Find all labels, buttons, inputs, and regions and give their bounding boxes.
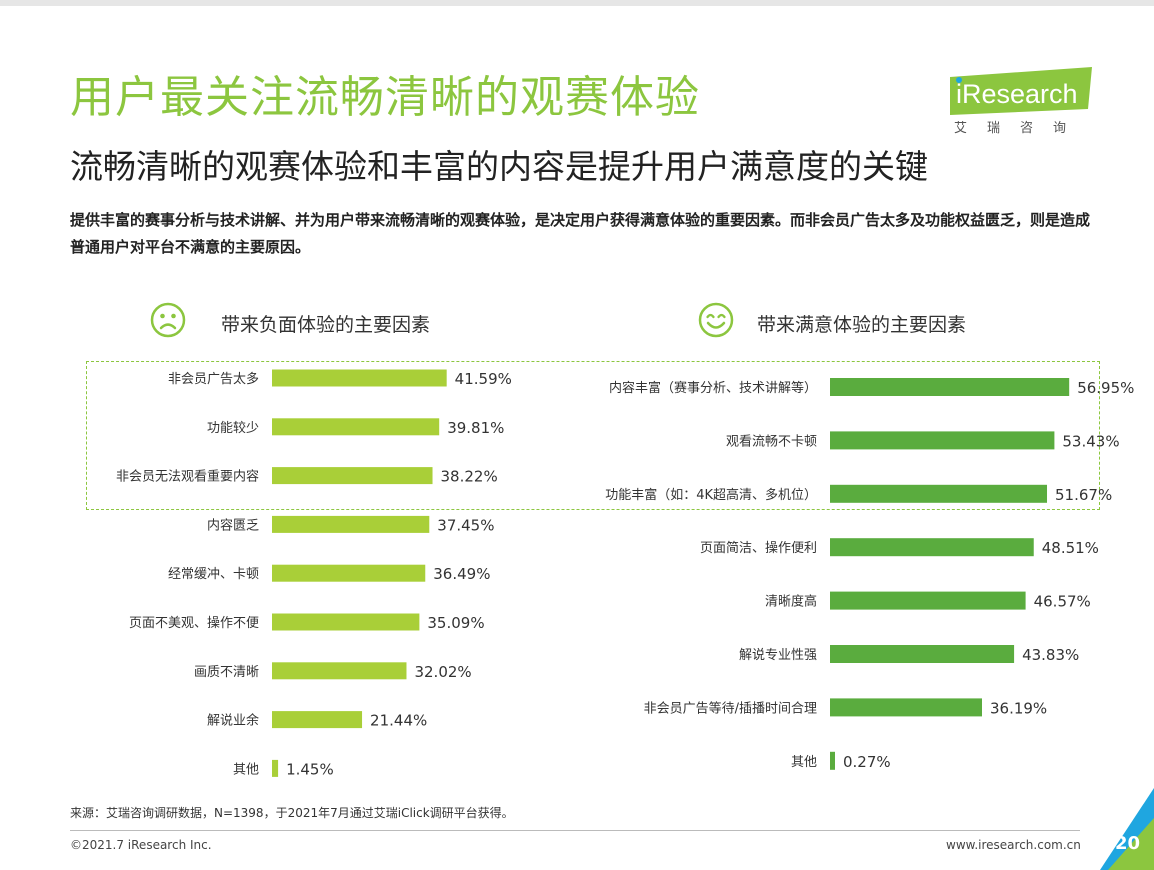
positive-bar-5 [830, 591, 1026, 610]
positive-value-label: 43.83% [1022, 646, 1079, 664]
negative-bar-4 [272, 515, 430, 533]
footer-divider [70, 830, 1080, 831]
page-subtitle: 流畅清晰的观赛体验和丰富的内容是提升用户满意度的关键 [70, 147, 928, 186]
positive-bar-8 [830, 751, 835, 770]
negative-category-label: 画质不清晰 [194, 665, 259, 680]
negative-bar-7 [272, 662, 407, 680]
positive-bar-1 [830, 378, 1070, 396]
positive-category-label: 功能丰富（如：4K超高清、多机位） [605, 487, 817, 503]
positive-category-label: 页面简洁、操作便利 [700, 540, 817, 556]
right-panel-title: 带来满意体验的主要因素 [757, 314, 967, 336]
website-link[interactable]: www.iresearch.com.cn [946, 838, 1081, 852]
negative-bar-9 [272, 759, 279, 777]
negative-category-label: 其他 [233, 762, 259, 777]
copyright: ©2021.7 iResearch Inc. [70, 838, 212, 852]
negative-category-label: 功能较少 [207, 421, 259, 436]
negative-bar-1 [272, 369, 447, 387]
negative-value-label: 21.44% [370, 712, 427, 730]
positive-bar-7 [830, 698, 982, 717]
positive-value-label: 46.57% [1034, 593, 1091, 611]
positive-value-label: 56.95% [1077, 379, 1134, 397]
source-note: 来源：艾瑞咨询调研数据，N=1398，于2021年7月通过艾瑞iClick调研平… [70, 806, 514, 820]
positive-category-label: 观看流畅不卡顿 [726, 433, 817, 449]
negative-bar-2 [272, 418, 440, 436]
negative-value-label: 1.45% [286, 760, 334, 778]
positive-bar-3 [830, 484, 1048, 503]
positive-category-label: 非会员广告等待/插播时间合理 [644, 700, 817, 716]
negative-category-label: 内容匮乏 [207, 517, 259, 533]
negative-category-label: 解说业余 [207, 713, 259, 729]
positive-category-label: 清晰度高 [765, 594, 817, 610]
page-title: 用户最关注流畅清晰的观赛体验 [70, 72, 700, 123]
negative-category-label: 非会员无法观看重要内容 [116, 469, 259, 485]
positive-factors-chart: 内容丰富（赛事分析、技术讲解等） 56.95% 观看流畅不卡顿 53.43% 功能丰富（… [605, 378, 1134, 771]
negative-value-label: 39.81% [447, 419, 504, 437]
negative-factors-chart: 非会员广告太多 41.59% 功能较少 39.81% 非会员无法观看重要内容 38.22%… [116, 369, 512, 778]
positive-category-label: 解说专业性强 [739, 648, 817, 663]
top3-highlight-box [86, 361, 1100, 510]
negative-category-label: 页面不美观、操作不便 [129, 615, 259, 631]
negative-bar-6 [272, 613, 420, 631]
positive-bar-2 [830, 431, 1055, 450]
negative-bar-5 [272, 564, 426, 582]
corner-decoration [1100, 788, 1154, 870]
page-number: 20 [1115, 833, 1141, 854]
positive-category-label: 其他 [791, 755, 817, 770]
negative-category-label: 非会员广告太多 [168, 371, 259, 387]
page-description: 提供丰富的赛事分析与技术讲解、并为用户带来流畅清晰的观赛体验，是决定用户获得满意… [70, 211, 1091, 256]
positive-value-label: 51.67% [1055, 486, 1112, 504]
positive-bars: 内容丰富（赛事分析、技术讲解等） 56.95% 观看流畅不卡顿 53.43% 功能丰富（… [605, 378, 1134, 771]
positive-bar-6 [830, 645, 1015, 663]
negative-bars: 非会员广告太多 41.59% 功能较少 39.81% 非会员无法观看重要内容 38.22%… [116, 369, 512, 778]
negative-value-label: 38.22% [441, 468, 498, 486]
negative-value-label: 35.09% [427, 614, 484, 632]
positive-bar-4 [830, 538, 1034, 557]
left-panel-title: 带来负面体验的主要因素 [221, 314, 431, 336]
negative-value-label: 32.02% [414, 663, 471, 681]
sad-face-icon [150, 302, 186, 338]
negative-value-label: 36.49% [433, 565, 490, 583]
logo-text: iResearch [956, 79, 1078, 109]
iresearch-logo: iResearch [950, 67, 1092, 115]
positive-value-label: 48.51% [1042, 539, 1099, 557]
negative-category-label: 经常缓冲、卡顿 [168, 567, 259, 582]
positive-value-label: 53.43% [1062, 432, 1119, 450]
positive-value-label: 36.19% [990, 699, 1047, 717]
positive-value-label: 0.27% [843, 753, 891, 771]
smile-face-icon [698, 302, 734, 338]
negative-bar-3 [272, 467, 433, 485]
positive-category-label: 内容丰富（赛事分析、技术讲解等） [609, 380, 817, 396]
logo-subtitle: 艾瑞咨询 [954, 121, 1087, 136]
negative-bar-8 [272, 711, 363, 729]
negative-value-label: 37.45% [437, 516, 494, 534]
negative-value-label: 41.59% [455, 370, 512, 388]
